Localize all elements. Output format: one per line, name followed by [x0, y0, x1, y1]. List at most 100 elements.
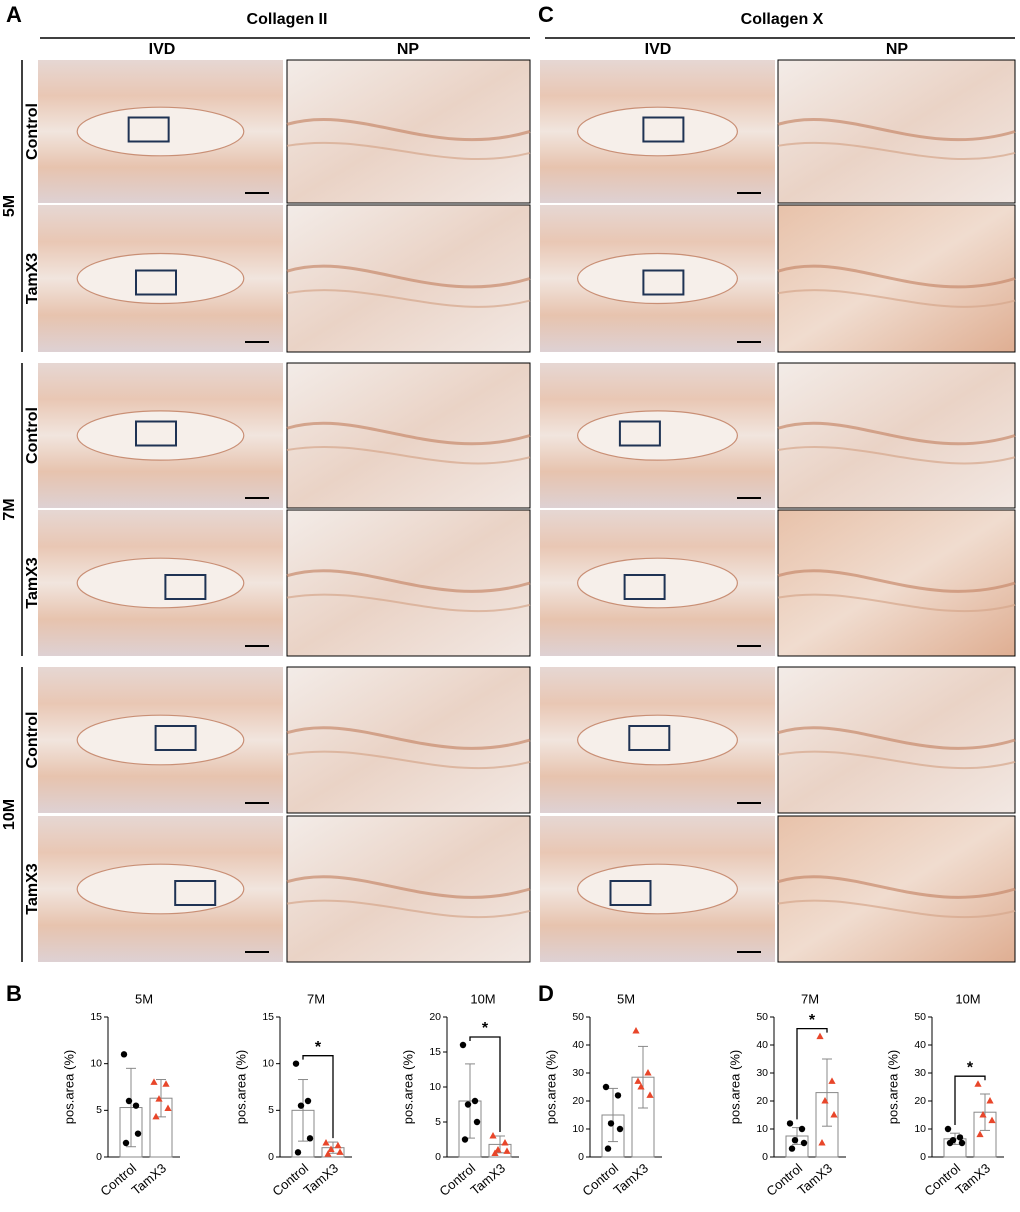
- data-point: [604, 1145, 612, 1152]
- zoom-box: [623, 574, 666, 600]
- significance-bracket: [469, 1036, 501, 1132]
- fiber: [777, 289, 1016, 308]
- x-tick-label: TamX3: [300, 1160, 341, 1198]
- error-bar: [822, 1058, 832, 1127]
- nucleus-pulposus: [576, 252, 738, 305]
- data-point: [491, 1149, 499, 1156]
- error-bar: [126, 1067, 136, 1148]
- data-point: [120, 1051, 128, 1058]
- fiber: [777, 569, 1016, 593]
- y-tick-label: 15: [262, 1011, 274, 1023]
- histology-image: [38, 667, 283, 813]
- data-point: [821, 1097, 829, 1104]
- y-tick-label: 40: [572, 1039, 584, 1051]
- data-point: [501, 1139, 509, 1146]
- data-point: [788, 1145, 796, 1152]
- data-point: [494, 1146, 502, 1153]
- fiber: [286, 264, 531, 289]
- y-tick-label: 50: [572, 1011, 584, 1023]
- zoom-box: [628, 725, 671, 751]
- data-point: [986, 1097, 994, 1104]
- fiber: [286, 446, 531, 465]
- data-point: [786, 1120, 794, 1127]
- histology-image: [777, 666, 1016, 814]
- group-label: TamX3: [24, 253, 41, 304]
- significance-bracket: [796, 1027, 828, 1120]
- fiber: [777, 421, 1016, 446]
- data-point: [327, 1145, 335, 1153]
- data-point: [459, 1041, 467, 1049]
- panel-label: B: [6, 981, 22, 1006]
- error-bar: [608, 1087, 618, 1143]
- nucleus-pulposus: [76, 557, 245, 609]
- histology-image: [777, 362, 1016, 509]
- histology-image: [777, 509, 1016, 657]
- y-tick-label: 0: [762, 1151, 768, 1163]
- y-tick-label: 15: [90, 1011, 102, 1023]
- y-tick-label: 20: [756, 1095, 768, 1107]
- y-tick-label: 5: [268, 1104, 274, 1116]
- histology-image: [38, 816, 283, 962]
- fiber: [777, 117, 1016, 142]
- y-tick-label: 50: [756, 1011, 768, 1023]
- histology-image: [540, 60, 775, 203]
- row-label: 10M: [1, 799, 18, 830]
- histology-image: [540, 667, 775, 813]
- chart-title: 7M: [307, 991, 325, 1006]
- y-tick-label: 0: [268, 1151, 274, 1163]
- data-point: [644, 1069, 652, 1076]
- fiber: [286, 141, 531, 160]
- nucleus-pulposus: [576, 557, 738, 609]
- fiber: [777, 750, 1016, 770]
- data-point: [646, 1091, 654, 1098]
- histology-image: [777, 815, 1016, 963]
- data-point: [132, 1102, 140, 1109]
- data-point: [134, 1130, 142, 1137]
- data-point: [634, 1077, 642, 1084]
- data-point: [471, 1097, 479, 1105]
- zoom-box: [618, 420, 661, 447]
- panel-title: Collagen X: [741, 11, 824, 28]
- data-point: [800, 1139, 808, 1147]
- data-point: [155, 1095, 163, 1102]
- fiber: [286, 569, 531, 593]
- significance-label: *: [809, 1012, 816, 1029]
- fiber: [286, 899, 531, 919]
- histology-image: [777, 204, 1016, 353]
- y-tick-label: 40: [756, 1039, 768, 1051]
- zoom-box: [164, 574, 207, 600]
- group-label: TamX3: [24, 863, 41, 914]
- y-tick-label: 0: [96, 1151, 102, 1163]
- y-tick-label: 20: [429, 1011, 441, 1023]
- error-bar: [980, 1093, 990, 1131]
- data-point: [334, 1141, 342, 1149]
- y-tick-label: 20: [914, 1095, 926, 1107]
- significance-bracket: [954, 1075, 986, 1125]
- error-bar: [638, 1045, 648, 1109]
- fiber: [286, 289, 531, 308]
- histology-image: [286, 666, 531, 814]
- y-tick-label: 10: [914, 1123, 926, 1135]
- data-point: [125, 1097, 133, 1105]
- column-header: NP: [886, 41, 909, 58]
- x-tick-label: TamX3: [952, 1160, 993, 1198]
- x-tick-label: TamX3: [610, 1160, 651, 1198]
- y-axis-label: pos.area (%): [61, 1050, 76, 1124]
- significance-bracket: [302, 1055, 334, 1139]
- histology-image: [38, 60, 283, 203]
- data-point: [503, 1147, 511, 1154]
- group-label: TamX3: [24, 557, 41, 608]
- data-point: [489, 1132, 497, 1139]
- zoom-box: [642, 116, 685, 143]
- nucleus-pulposus: [76, 252, 245, 305]
- chart-title: 5M: [617, 991, 635, 1006]
- data-point: [164, 1104, 172, 1111]
- data-point: [988, 1116, 996, 1124]
- group-label: Control: [24, 407, 41, 464]
- nucleus-pulposus: [76, 714, 245, 766]
- y-tick-label: 30: [756, 1067, 768, 1079]
- data-point: [791, 1137, 799, 1144]
- nucleus-pulposus: [576, 863, 738, 915]
- nucleus-pulposus: [76, 863, 245, 915]
- data-point: [956, 1134, 964, 1141]
